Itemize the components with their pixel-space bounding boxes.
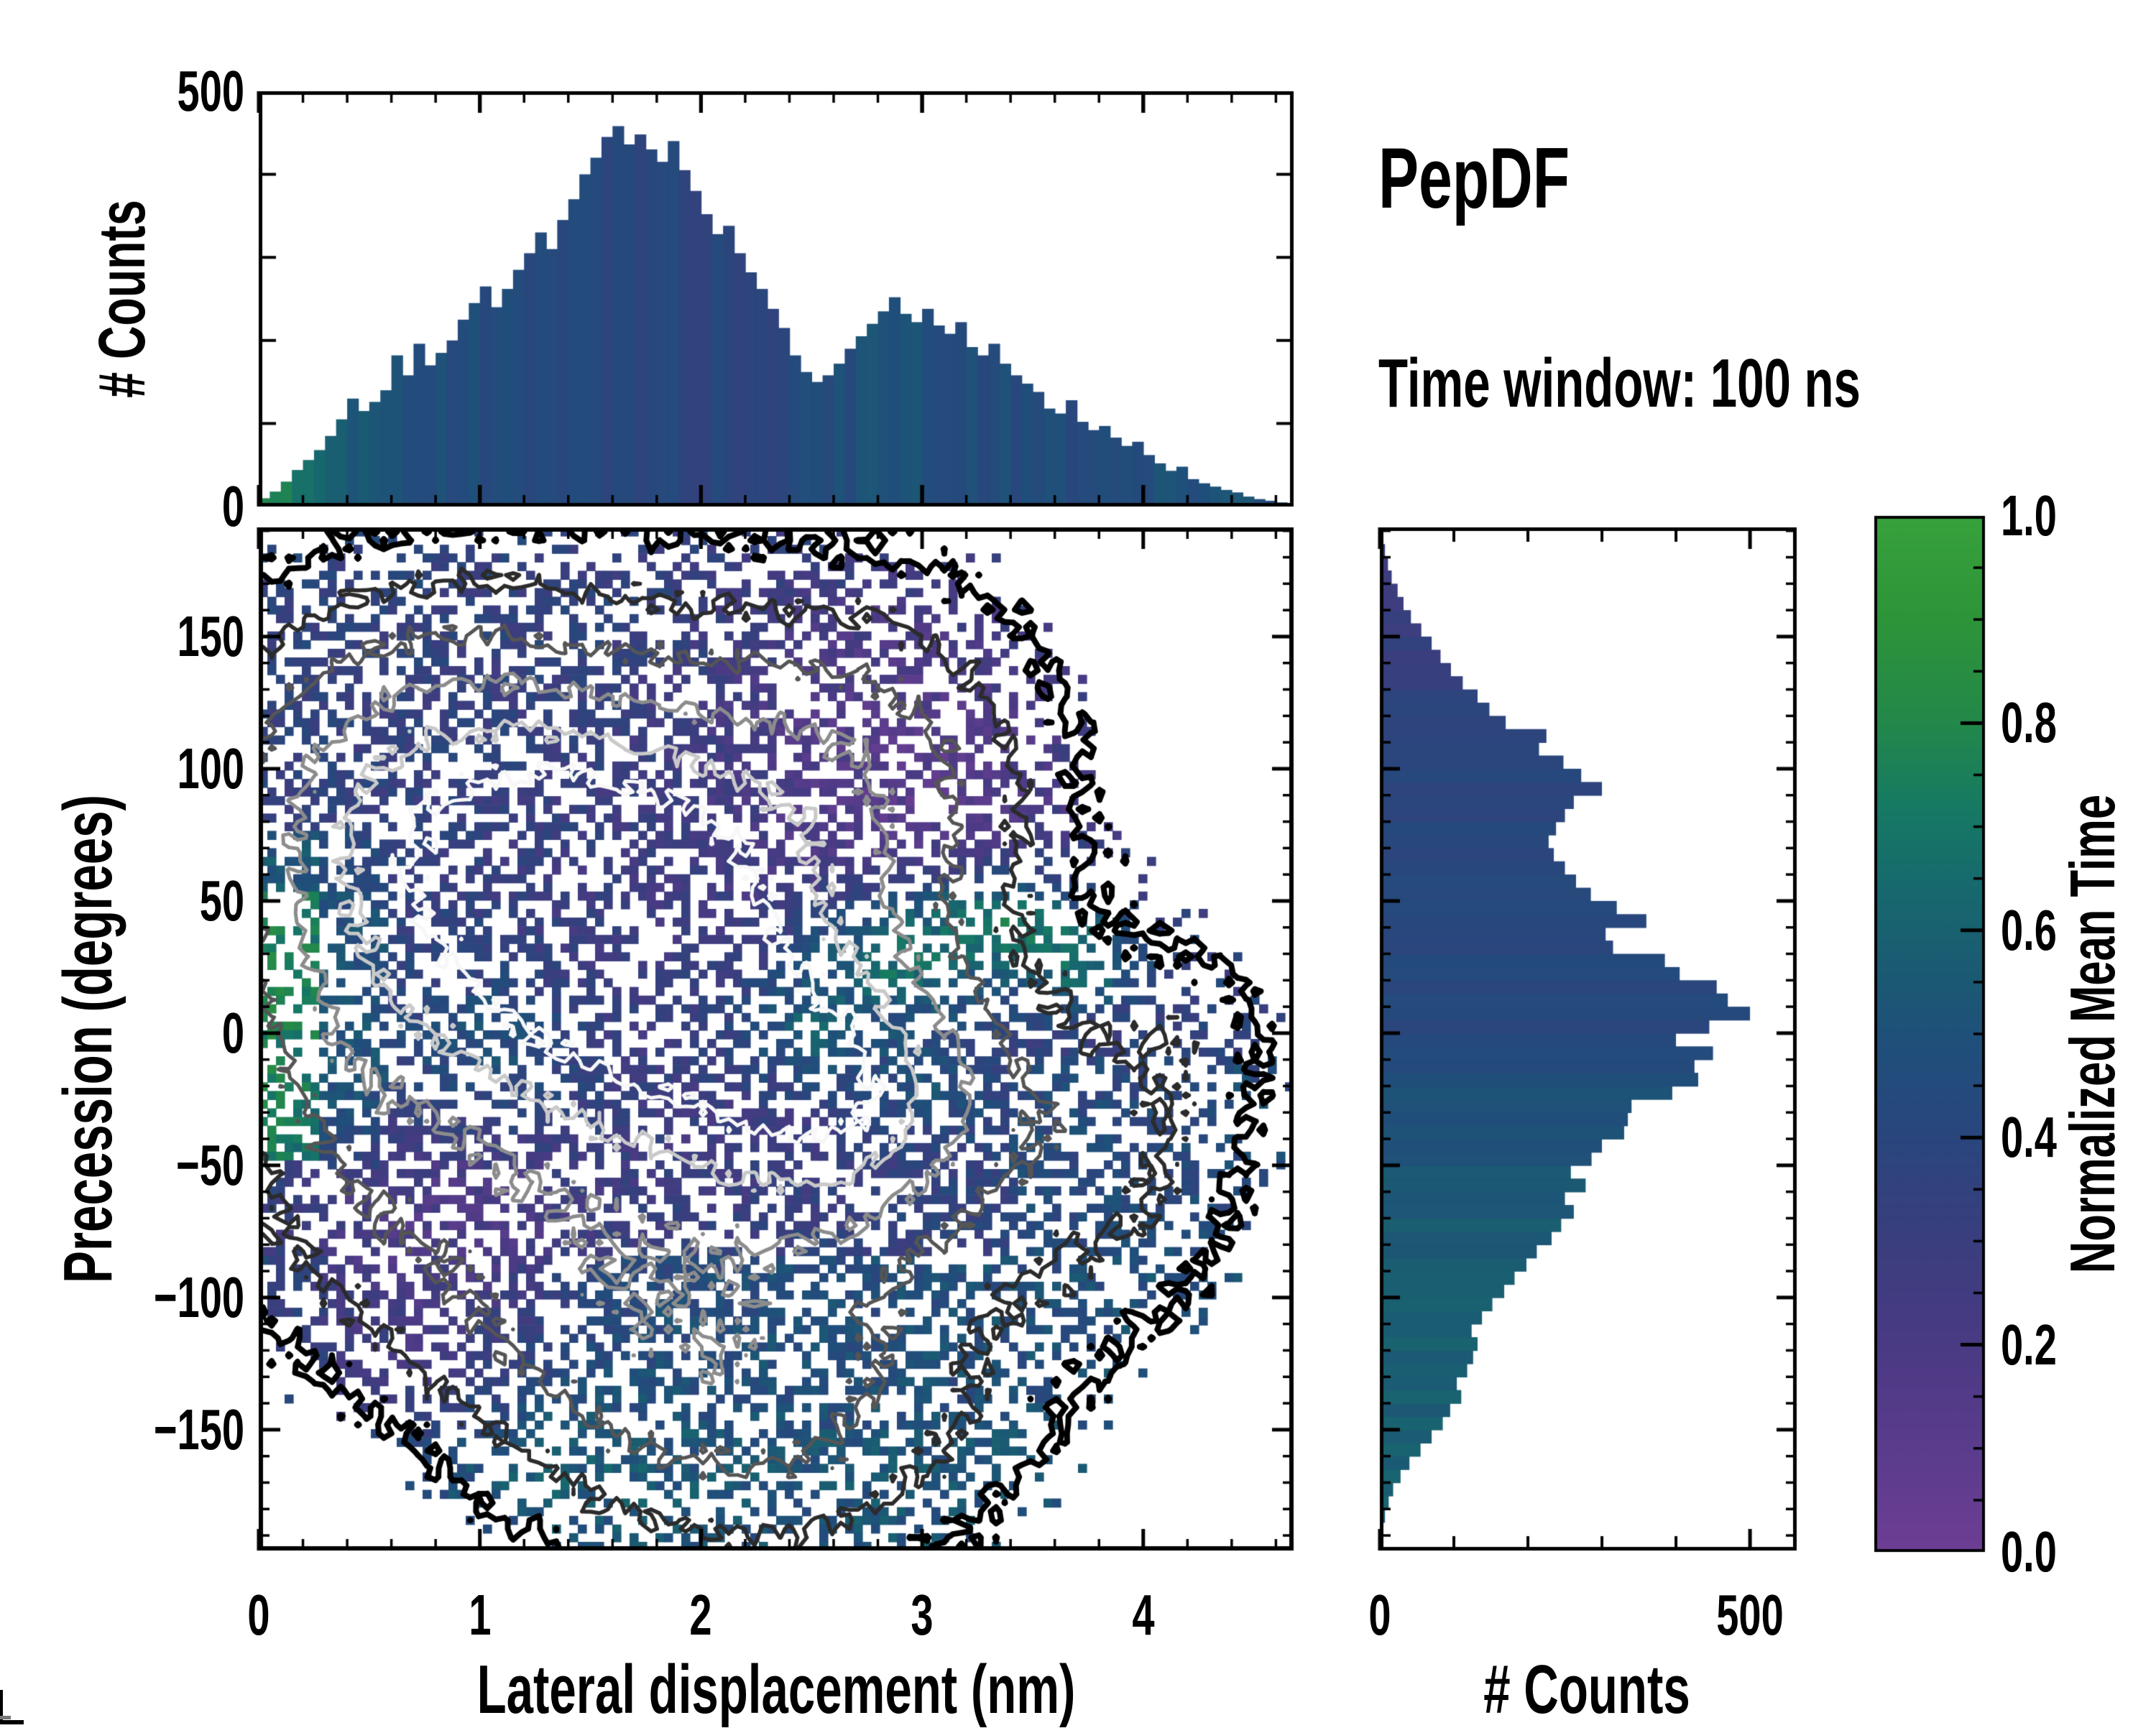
main-y-tick-label: 50	[199, 868, 244, 933]
main-y-tick-label: 150	[177, 604, 244, 668]
colorbar-tick-label: 1.0	[2001, 484, 2057, 547]
main-y-tick-label: −150	[153, 1397, 244, 1461]
colorbar-tick-label: 0.8	[2001, 690, 2057, 755]
main-xlabel: Lateral displacement (nm)	[476, 1651, 1076, 1728]
figure-subtitle: Time window: 100 ns	[1378, 345, 1861, 422]
colorbar-tick-label: 0.2	[2001, 1312, 2057, 1377]
colorbar-tick-label: 0.0	[2001, 1520, 2057, 1584]
main-y-tick-label: −100	[153, 1265, 244, 1329]
main-x-tick-label: 3	[911, 1583, 934, 1647]
corner-crop-artifact-gray	[0, 1716, 11, 1719]
main-y-tick-label: 100	[177, 736, 244, 800]
corner-crop-artifact-horizontal	[0, 1720, 24, 1724]
main-y-tick-label: 0	[221, 1000, 244, 1065]
colorbar-label: Normalized Mean Time	[2057, 794, 2128, 1274]
main-x-tick-label: 1	[469, 1583, 492, 1647]
right-hist-x-tick-label: 500	[1716, 1583, 1784, 1647]
top-hist-y-tick-label: 500	[177, 59, 244, 123]
colorbar-tick-label: 0.4	[2001, 1105, 2057, 1170]
main-x-tick-label: 4	[1132, 1583, 1155, 1647]
right-hist-x-tick-label: 0	[1368, 1583, 1391, 1647]
right-hist-xlabel: # Counts	[1483, 1651, 1690, 1728]
main-x-tick-label: 0	[247, 1583, 270, 1647]
main-x-tick-label: 2	[689, 1583, 712, 1647]
main-ylabel: Precession (degrees)	[50, 795, 126, 1283]
top-hist-y-tick-label: 0	[221, 474, 244, 538]
corner-crop-artifact-vertical	[0, 1690, 3, 1724]
main-y-tick-label: −50	[176, 1132, 244, 1197]
top-hist-ylabel: # Counts	[86, 200, 159, 398]
colorbar-tick-label: 0.6	[2001, 897, 2057, 962]
figure-title: PepDF	[1378, 130, 1570, 226]
